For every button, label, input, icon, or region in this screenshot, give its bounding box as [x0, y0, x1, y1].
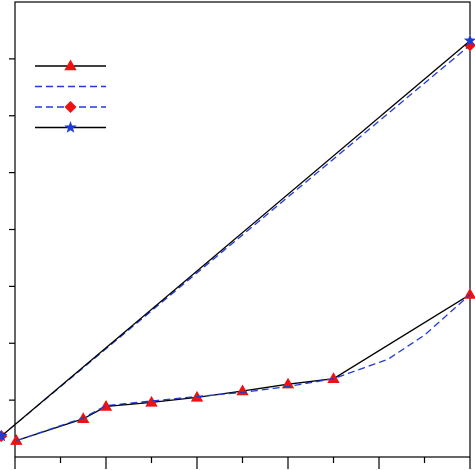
axis-ticks	[9, 58, 471, 469]
legend-marker	[64, 59, 77, 71]
series-0-point	[281, 377, 295, 389]
series-0-point	[327, 372, 340, 383]
series-0-point	[10, 434, 23, 445]
series-1	[16, 294, 471, 442]
series-0	[10, 288, 475, 445]
legend	[35, 59, 106, 133]
series-group	[0, 34, 475, 445]
legend-entry	[35, 101, 106, 113]
series-0-point	[463, 288, 475, 299]
series-3	[0, 34, 475, 442]
series-0-point	[145, 395, 158, 407]
series-line-3	[0, 40, 471, 437]
series-0-point	[99, 399, 113, 411]
series-2	[0, 39, 475, 443]
legend-entry	[35, 121, 106, 133]
series-3-point	[0, 429, 8, 442]
legend-marker	[64, 101, 77, 113]
series-3-point	[463, 34, 475, 46]
series-line-1	[16, 294, 471, 442]
legend-marker	[64, 121, 77, 133]
legend-entry	[35, 59, 106, 71]
